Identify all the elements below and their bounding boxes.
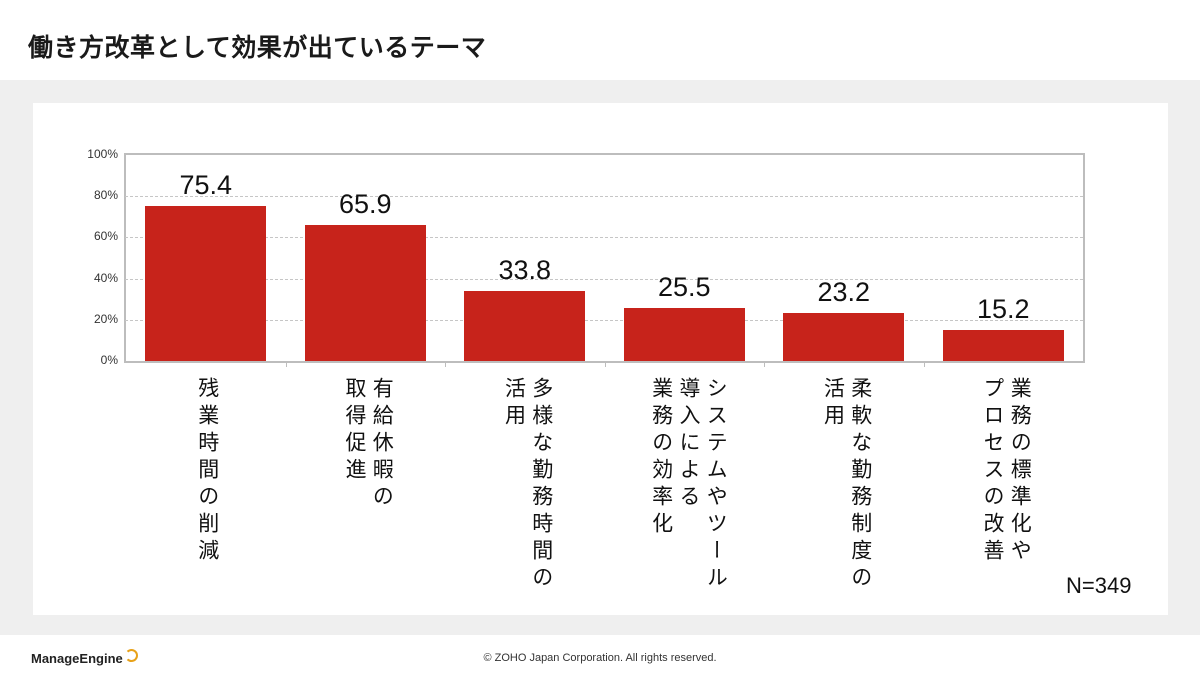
x-category-line: 業務の標準化や — [1008, 377, 1033, 566]
x-category-line: 業務の効率化 — [649, 377, 674, 539]
x-category-label: 業務の標準化や プロセスの改善 — [973, 377, 1033, 602]
data-label: 65.9 — [338, 189, 392, 220]
data-label: 25.5 — [657, 272, 711, 303]
copyright-notice: © ZOHO Japan Corporation. All rights res… — [483, 652, 717, 664]
logo-text: ManageEngine — [31, 651, 123, 666]
data-label: 15.2 — [976, 293, 1030, 324]
x-category-label: 多様な勤務時間の 活用 — [495, 377, 555, 602]
bar — [623, 308, 745, 361]
x-category-line: 多様な勤務時間の — [529, 377, 554, 593]
bar — [464, 291, 586, 361]
x-tick-mark — [923, 361, 925, 367]
x-category-line: 柔軟な勤務制度の — [848, 377, 873, 593]
sample-size-label: N=349 — [1066, 573, 1132, 598]
logo-arc-icon — [124, 649, 138, 662]
data-label: 75.4 — [179, 169, 233, 200]
y-tick-label: 20% — [93, 311, 118, 326]
gridline — [125, 237, 1083, 239]
x-category-label: 柔軟な勤務制度の 活用 — [814, 377, 874, 602]
data-label: 23.2 — [817, 277, 871, 308]
x-category-line: 活用 — [821, 377, 846, 431]
y-tick-label: 60% — [93, 229, 118, 244]
x-category-line: 取得促進 — [342, 377, 367, 485]
bar — [304, 225, 426, 361]
gridline — [125, 196, 1083, 198]
x-category-line: 残業時間の削減 — [195, 377, 220, 566]
x-category-label: システムやツール 導入による 業務の効率化 — [639, 377, 729, 602]
bar — [145, 205, 267, 361]
y-tick-label: 100% — [87, 147, 118, 161]
data-label: 33.8 — [498, 255, 552, 286]
x-category-line: 有給休暇の — [370, 377, 395, 512]
y-tick-label: 40% — [93, 270, 118, 285]
slide-title: 働き方改革として効果が出ているテーマ — [28, 33, 487, 62]
bar — [942, 329, 1064, 361]
bar — [783, 313, 905, 361]
gridline — [125, 319, 1083, 321]
x-tick-mark — [604, 361, 606, 367]
x-category-line: 活用 — [502, 377, 527, 431]
x-tick-mark — [285, 361, 287, 367]
x-category-line: 導入による — [676, 377, 701, 512]
x-category-label: 残業時間の削減 — [191, 377, 221, 602]
x-category-line: システムやツール — [704, 377, 729, 593]
x-category-label: 有給休暇の 取得促進 — [335, 377, 395, 602]
x-tick-mark — [445, 361, 446, 367]
x-tick-mark — [764, 361, 765, 367]
y-tick-label: 0% — [100, 353, 118, 367]
x-category-line: プロセスの改善 — [980, 377, 1005, 566]
manageengine-logo: ManageEngine — [31, 649, 138, 666]
gridline — [125, 278, 1083, 280]
y-tick-label: 80% — [93, 188, 118, 203]
